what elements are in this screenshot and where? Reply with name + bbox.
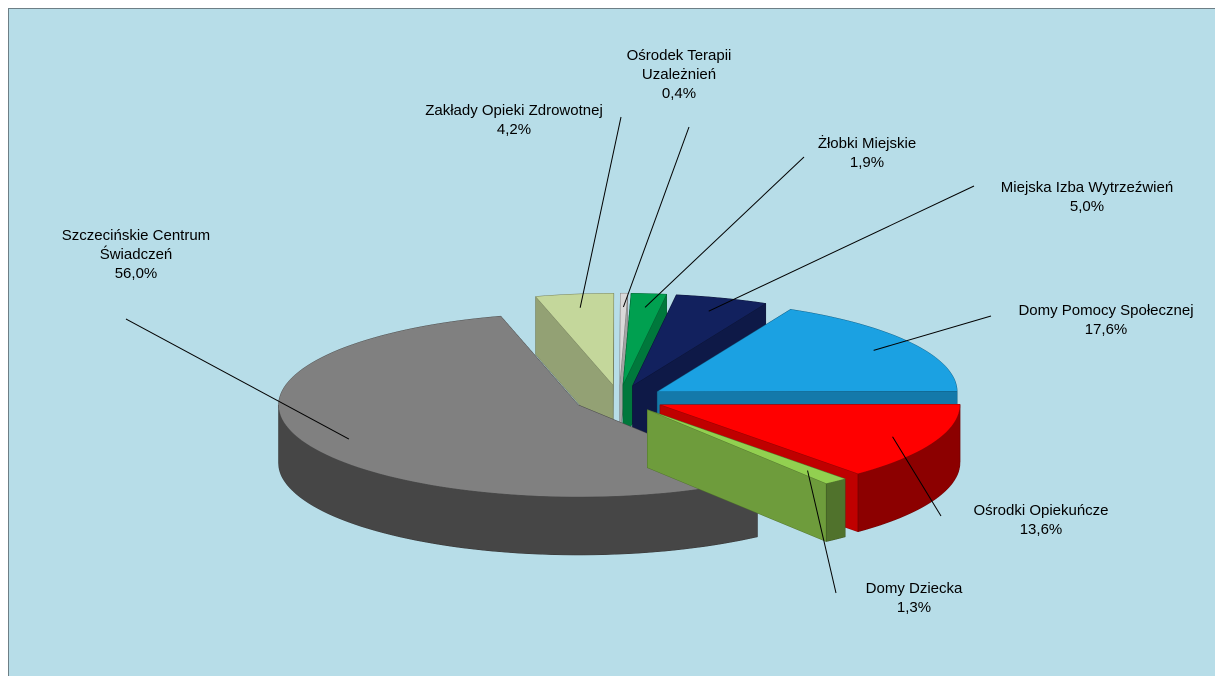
slice-top xyxy=(534,293,615,386)
label-value: 5,0% xyxy=(1069,198,1105,215)
label-value: 13,6% xyxy=(1019,521,1063,538)
label-value: 56,0% xyxy=(114,265,158,282)
data-label: Zakłady Opieki Zdrowotnej 4,2% xyxy=(384,101,644,139)
pie-canvas xyxy=(125,116,992,594)
slice-top xyxy=(647,409,847,484)
slice xyxy=(647,409,847,542)
label-value: 0,4% xyxy=(661,85,697,102)
data-label: Ośrodki Opiekuńcze 13,6% xyxy=(941,501,1141,539)
label-name: Ośrodki Opiekuńcze xyxy=(973,502,1109,519)
slice xyxy=(619,292,629,444)
leader-line xyxy=(708,185,975,312)
slice xyxy=(534,293,615,444)
slice-top xyxy=(622,293,668,386)
leader-line xyxy=(644,156,805,308)
label-name: Domy Dziecka xyxy=(865,580,963,597)
leader-line xyxy=(579,116,622,308)
label-name: Ośrodek Terapii Uzależnień xyxy=(626,47,732,83)
slice-side xyxy=(825,478,846,542)
data-label: Ośrodek Terapii Uzależnień 0,4% xyxy=(604,46,754,103)
slice-top xyxy=(659,404,961,475)
slice xyxy=(278,315,759,556)
label-value: 17,6% xyxy=(1084,321,1128,338)
slice-top xyxy=(278,315,759,498)
leader-line xyxy=(125,318,350,440)
data-label: Szczecińskie Centrum Świadczeń 56,0% xyxy=(31,226,241,283)
label-name: Zakłady Opieki Zdrowotnej xyxy=(425,102,603,119)
slice-top xyxy=(631,294,767,387)
data-label: Żłobki Miejskie 1,9% xyxy=(787,134,947,172)
data-label: Domy Pomocy Społecznej 17,6% xyxy=(986,301,1215,339)
label-value: 1,9% xyxy=(849,154,885,171)
label-name: Domy Pomocy Społecznej xyxy=(1018,302,1194,319)
leader-line xyxy=(873,315,992,351)
slice-top xyxy=(619,292,629,386)
leader-line xyxy=(807,470,837,594)
label-value: 4,2% xyxy=(496,121,532,138)
data-label: Miejska Izba Wytrzeźwień 5,0% xyxy=(962,178,1212,216)
label-name: Żłobki Miejskie xyxy=(817,135,917,152)
leader-line xyxy=(892,436,942,517)
label-name: Szczecińskie Centrum Świadczeń xyxy=(61,227,211,263)
leader-line xyxy=(622,126,690,308)
slice-top xyxy=(656,309,958,392)
label-name: Miejska Izba Wytrzeźwień xyxy=(1000,179,1174,196)
chart: Zakłady Opieki Zdrowotnej 4,2% Ośrodek Ter… xyxy=(8,8,1215,676)
data-label: Domy Dziecka 1,3% xyxy=(834,579,994,617)
label-value: 1,3% xyxy=(896,599,932,616)
